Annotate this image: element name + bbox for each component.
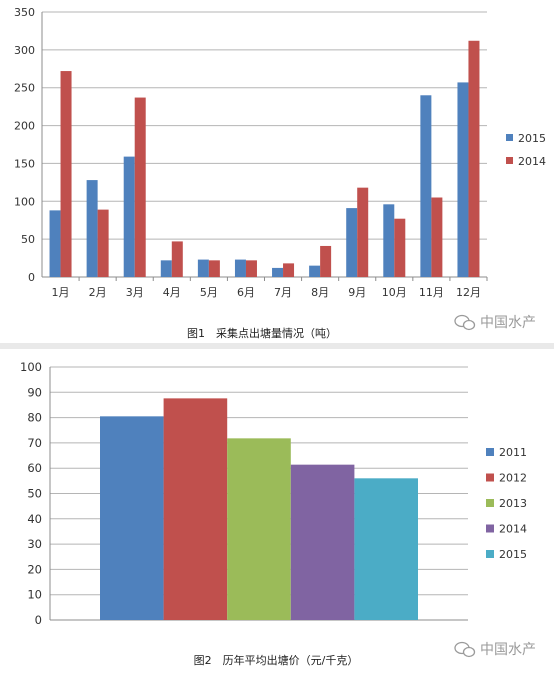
bar-2015-10月 [383, 204, 395, 277]
bar-2015-3月 [123, 156, 135, 277]
watermark-1: 中国水产 [454, 314, 536, 331]
y-tick-label: 30 [27, 537, 42, 551]
legend-label-2014: 2014 [499, 523, 527, 536]
chart2-y-axis: 0 10 20 30 40 50 60 70 80 90 100 [20, 360, 42, 627]
y-tick-label: 40 [27, 512, 42, 526]
y-tick-label: 80 [27, 411, 42, 425]
legend-swatch-2014 [506, 157, 513, 164]
bar-2015 [354, 478, 418, 620]
legend-label-2013: 2013 [499, 497, 527, 510]
chart1-x-axis: 1月 2月 3月 4月 5月 6月 7月 8月 9月 10月 11月 12月 [52, 277, 488, 299]
legend-label-2015: 2015 [518, 132, 546, 145]
y-tick-label: 150 [14, 157, 35, 170]
bar-2014-2月 [97, 209, 109, 277]
y-tick-label: 70 [27, 436, 42, 450]
bar-2014-3月 [134, 97, 146, 277]
bar-2015-7月 [272, 267, 284, 277]
bar-2015-6月 [234, 259, 246, 277]
y-tick-label: 250 [14, 82, 35, 95]
bar-2014-1月 [60, 71, 72, 277]
wechat-bubble-icon [454, 314, 476, 331]
x-tick-label: 8月 [311, 286, 329, 299]
y-tick-label: 90 [27, 385, 42, 399]
bar-2015-8月 [309, 265, 321, 277]
x-tick-label: 6月 [237, 286, 255, 299]
y-tick-label: 50 [21, 233, 35, 246]
x-tick-label: 4月 [163, 286, 181, 299]
watermark-2: 中国水产 [454, 641, 536, 658]
chart-monthly-output: 0 50 100 150 200 250 300 350 1月 2月 3月 4月 5月 6月 7月 8月 9月… [14, 6, 546, 340]
bar-2014-9月 [357, 187, 369, 277]
chart2-caption: 图2 历年平均出塘价（元/千克） [194, 653, 359, 667]
wechat-bubble-icon [454, 641, 476, 658]
legend-label-2015: 2015 [499, 548, 527, 561]
x-tick-label: 7月 [274, 286, 292, 299]
y-tick-label: 50 [27, 487, 42, 501]
legend-swatch-2012 [486, 473, 494, 482]
x-tick-label: 10月 [382, 286, 407, 299]
y-tick-label: 0 [28, 271, 35, 284]
x-tick-label: 12月 [456, 286, 481, 299]
legend-swatch-2011 [486, 448, 494, 456]
chart2-legend: 2011 2012 2013 2014 2015 [486, 446, 527, 561]
bar-2014-5月 [208, 260, 220, 277]
y-tick-label: 100 [20, 360, 42, 374]
legend-label-2011: 2011 [499, 446, 527, 459]
bar-2015-4月 [160, 260, 172, 277]
bar-2014 [290, 464, 355, 620]
y-tick-label: 300 [14, 44, 35, 57]
bar-2014-8月 [320, 245, 332, 277]
bar-2011 [100, 416, 164, 620]
y-tick-label: 20 [27, 562, 42, 576]
bar-2014-6月 [245, 260, 257, 277]
watermark-text: 中国水产 [480, 315, 536, 331]
y-tick-label: 350 [14, 6, 35, 19]
y-tick-label: 0 [35, 613, 42, 627]
x-tick-label: 11月 [419, 286, 444, 299]
y-tick-label: 200 [14, 120, 35, 133]
bar-2014-4月 [171, 241, 183, 277]
legend-label-2012: 2012 [499, 472, 527, 485]
section-divider [0, 343, 554, 349]
bar-2015-1月 [49, 210, 61, 277]
y-tick-label: 100 [14, 195, 35, 208]
chart1-y-axis: 0 50 100 150 200 250 300 350 [14, 6, 35, 284]
bar-2014-11月 [431, 197, 443, 277]
legend-label-2014: 2014 [518, 155, 546, 168]
bar-2014-12月 [468, 40, 480, 278]
x-tick-label: 9月 [348, 286, 366, 299]
x-tick-label: 2月 [89, 286, 107, 299]
bar-2015-11月 [420, 95, 432, 278]
legend-swatch-2015 [486, 550, 494, 558]
chart1-caption: 图1 采集点出塘量情况（吨） [187, 326, 337, 340]
y-tick-label: 60 [27, 461, 42, 475]
x-tick-label: 1月 [52, 286, 70, 299]
watermark-text: 中国水产 [480, 642, 536, 658]
bar-2015-2月 [86, 180, 98, 277]
x-tick-label: 5月 [200, 286, 218, 299]
legend-swatch-2015 [506, 134, 513, 141]
chart1-legend: 2015 2014 [506, 132, 546, 168]
bar-2015-12月 [457, 82, 469, 278]
legend-swatch-2014 [486, 524, 494, 533]
bar-2012 [163, 398, 228, 620]
bar-2015-5月 [197, 259, 209, 277]
legend-swatch-2013 [486, 499, 494, 507]
bar-2013 [227, 438, 291, 620]
bar-2014-7月 [283, 263, 295, 277]
y-tick-label: 10 [27, 588, 42, 602]
chart2-bars [100, 398, 418, 620]
bar-2014-10月 [394, 218, 406, 277]
chart1-bars [49, 40, 480, 278]
chart1-gridlines [41, 11, 487, 278]
x-tick-label: 3月 [126, 286, 144, 299]
bar-2015-9月 [346, 208, 358, 277]
